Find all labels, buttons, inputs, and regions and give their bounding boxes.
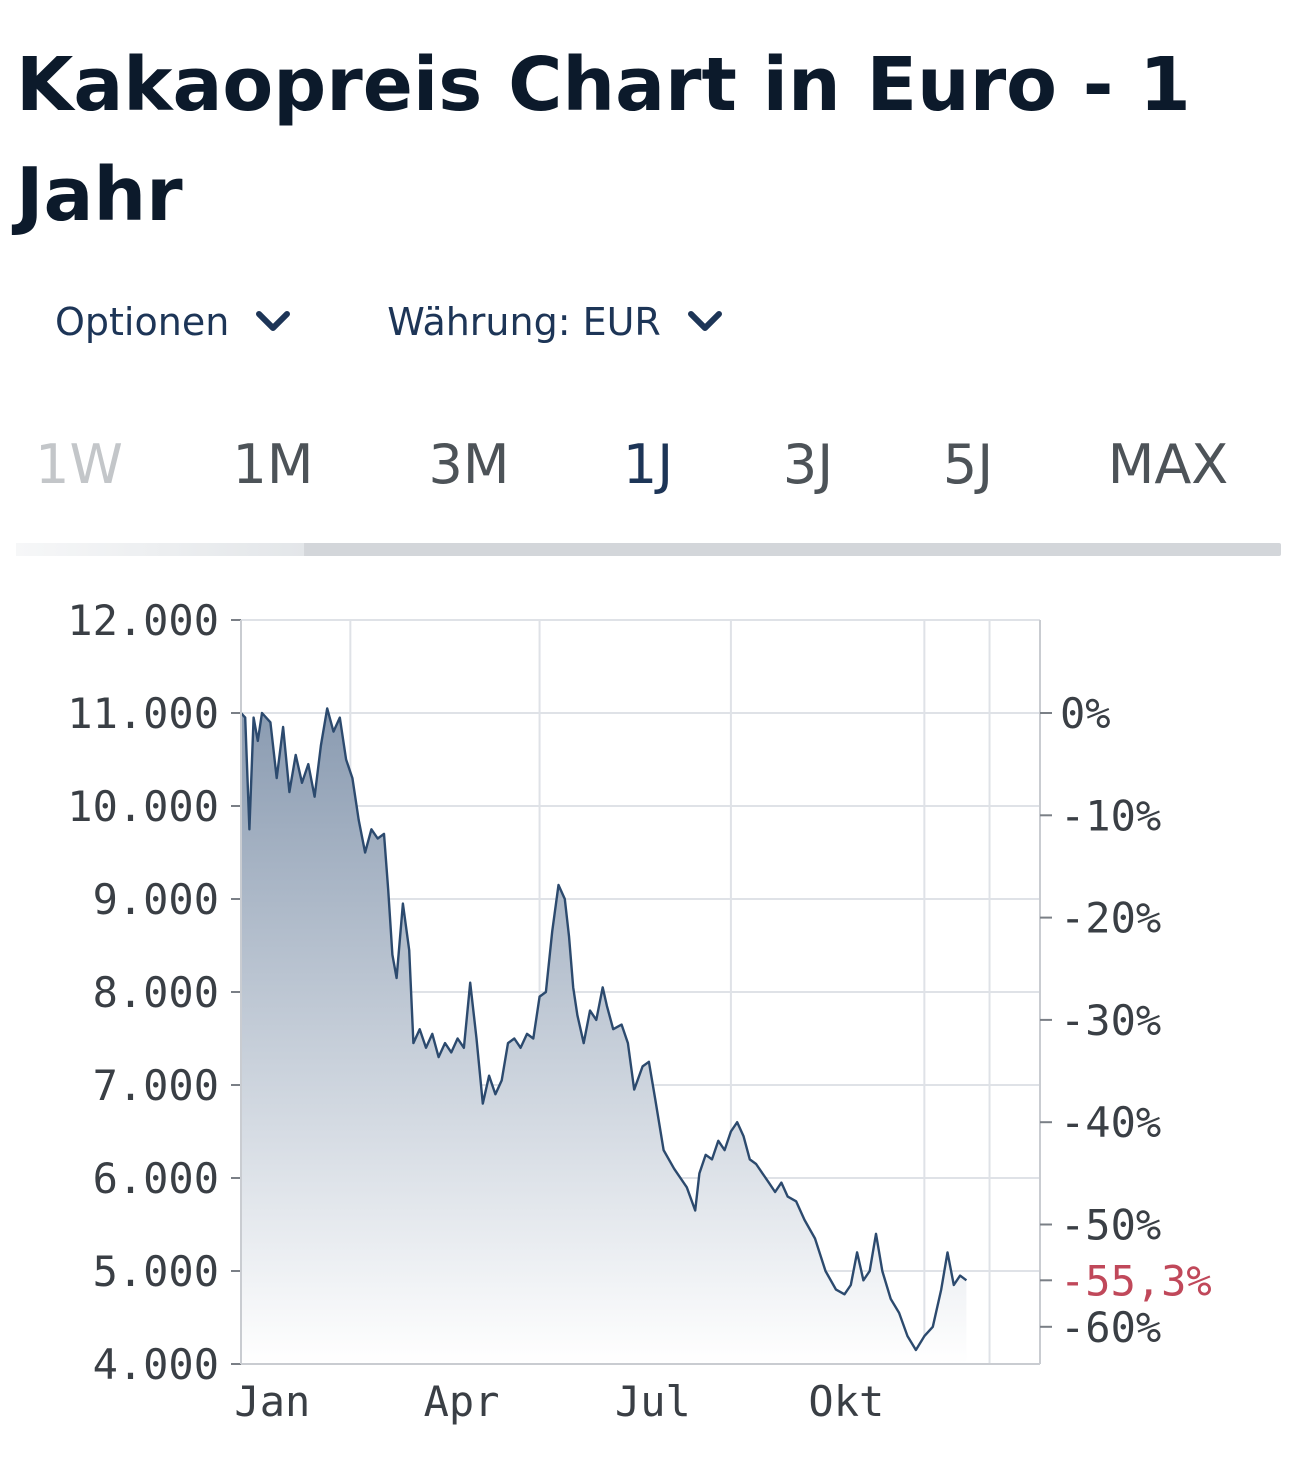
tab-max[interactable]: MAX xyxy=(1107,433,1229,496)
x-tick-label: Apr xyxy=(424,1377,500,1426)
currency-dropdown[interactable]: Währung: EUR xyxy=(387,300,723,344)
x-axis-labels: Jan Apr Jul Okt xyxy=(234,1377,884,1426)
x-tick-label: Jul xyxy=(615,1377,691,1426)
chevron-down-icon xyxy=(256,311,291,331)
pct-tick-label: -10% xyxy=(1060,791,1161,840)
options-dropdown[interactable]: Optionen xyxy=(55,300,291,344)
price-chart: 4.000 5.000 6.000 7.000 8.000 9.000 10.000 11.0… xyxy=(67,596,1212,1426)
percent-axis-labels: 0% -10% -20% -30% -40% -50% -60%-55,3% xyxy=(1060,689,1212,1352)
price-line xyxy=(240,707,968,1352)
pct-tick-label: -20% xyxy=(1060,894,1161,943)
x-tick-label: Jan xyxy=(234,1377,310,1426)
x-tick-label: Okt xyxy=(808,1377,884,1426)
tab-1j[interactable]: 1J xyxy=(622,433,674,496)
pct-tick-label: 0% xyxy=(1060,689,1111,738)
tab-3m[interactable]: 3M xyxy=(428,433,510,496)
y-tick-label: 9.000 xyxy=(93,875,219,924)
currency-dropdown-label: Währung: EUR xyxy=(387,300,661,344)
pct-tick-label: -60% xyxy=(1060,1303,1161,1352)
y-axis-labels: 4.000 5.000 6.000 7.000 8.000 9.000 10.000 11.0… xyxy=(67,596,219,1389)
time-range-tabs: 1W 1M 3M 1J 3J 5J MAX xyxy=(0,420,1315,510)
y-tick-label: 12.000 xyxy=(67,596,219,645)
options-dropdown-label: Optionen xyxy=(55,300,230,344)
pct-tick-label: -30% xyxy=(1060,996,1161,1045)
y-tick-label: 4.000 xyxy=(93,1340,219,1389)
y-tick-label: 8.000 xyxy=(93,968,219,1017)
y-tick-label: 10.000 xyxy=(67,782,219,831)
chart-options-bar: Optionen Währung: EUR xyxy=(55,290,723,354)
chevron-down-icon xyxy=(687,311,722,331)
y-tick-label: 5.000 xyxy=(93,1247,219,1296)
current-pct-label: -55,3% xyxy=(1060,1256,1212,1305)
tab-5j[interactable]: 5J xyxy=(942,433,994,496)
tab-1m[interactable]: 1M xyxy=(232,433,314,496)
tabs-scrollbar-thumb[interactable] xyxy=(16,543,304,556)
tabs-scrollbar[interactable] xyxy=(16,543,1281,556)
y-tick-label: 7.000 xyxy=(93,1061,219,1110)
page-title: Kakaopreis Chart in Euro - 1 Jahr xyxy=(16,42,1191,238)
y-tick-label: 11.000 xyxy=(67,689,219,738)
pct-tick-label: -50% xyxy=(1060,1201,1161,1250)
tab-1w[interactable]: 1W xyxy=(35,433,123,496)
price-area xyxy=(241,708,967,1364)
pct-tick-label: -40% xyxy=(1060,1098,1161,1147)
tab-3j[interactable]: 3J xyxy=(782,433,834,496)
y-tick-label: 6.000 xyxy=(93,1154,219,1203)
chart-axes xyxy=(231,619,1052,1365)
